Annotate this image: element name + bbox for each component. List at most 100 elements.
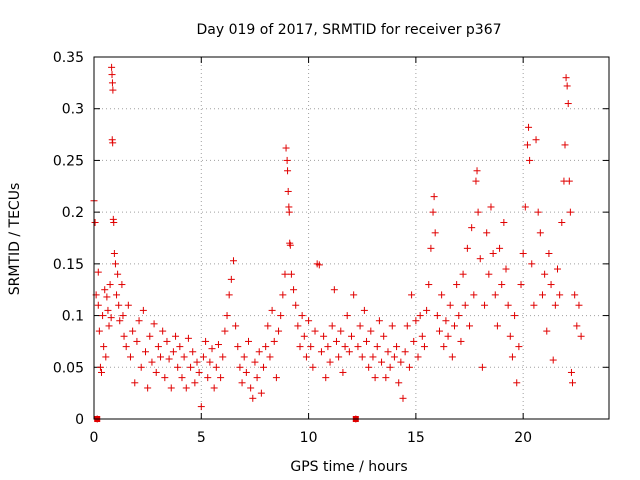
data-point <box>375 317 383 325</box>
x-tick-label: 5 <box>197 430 206 446</box>
data-point <box>236 363 244 371</box>
data-point <box>538 291 546 299</box>
data-point <box>110 218 118 226</box>
data-point <box>365 363 373 371</box>
data-point <box>558 218 566 226</box>
data-point <box>180 353 188 361</box>
data-point <box>234 343 242 351</box>
data-point <box>174 363 182 371</box>
data-point <box>448 353 456 361</box>
data-point <box>189 348 197 356</box>
data-point <box>94 268 102 276</box>
data-point <box>363 337 371 345</box>
x-tick-label: 20 <box>514 430 532 446</box>
data-point <box>563 82 571 90</box>
data-point <box>104 306 112 314</box>
data-point <box>102 353 110 361</box>
data-point <box>311 327 319 335</box>
data-point <box>322 374 330 382</box>
data-point <box>500 218 508 226</box>
data-point <box>412 317 420 325</box>
x-axis-label: GPS time / hours <box>290 459 407 475</box>
data-point <box>159 327 167 335</box>
data-point <box>517 281 525 289</box>
data-point <box>523 141 531 149</box>
data-point <box>116 317 124 325</box>
data-point <box>332 337 340 345</box>
data-point <box>187 363 195 371</box>
data-point <box>255 348 263 356</box>
data-point <box>410 337 418 345</box>
data-point <box>403 322 411 330</box>
data-point <box>399 394 407 402</box>
y-tick-label: 0.15 <box>53 257 84 273</box>
data-point <box>414 353 422 361</box>
data-point <box>328 322 336 330</box>
data-point <box>111 260 119 268</box>
data-point <box>341 343 349 351</box>
y-tick-label: 0.3 <box>62 102 84 118</box>
data-point <box>135 317 143 325</box>
data-point <box>232 322 240 330</box>
y-tick-label: 0.1 <box>62 309 84 325</box>
data-point <box>298 312 306 320</box>
data-point <box>245 337 252 345</box>
data-point <box>191 379 199 387</box>
data-point <box>566 208 574 216</box>
data-point <box>302 353 310 361</box>
data-point <box>393 343 401 351</box>
data-point <box>360 306 368 314</box>
y-axis-label: SRMTID / TECUs <box>7 183 23 296</box>
data-point <box>296 343 304 351</box>
data-point <box>429 208 437 216</box>
data-point <box>569 379 577 387</box>
data-point <box>208 345 216 353</box>
data-point <box>287 270 295 278</box>
data-point <box>172 332 180 340</box>
data-point <box>103 293 111 301</box>
data-point <box>317 348 325 356</box>
data-point <box>108 71 116 79</box>
data-point <box>277 312 285 320</box>
x-tick-label: 0 <box>90 430 99 446</box>
data-point <box>337 327 345 335</box>
data-point <box>473 167 481 175</box>
data-point <box>543 327 551 335</box>
data-point <box>307 343 315 351</box>
data-point <box>485 270 493 278</box>
data-point <box>178 374 186 382</box>
data-point <box>330 286 338 294</box>
data-point <box>115 301 123 309</box>
data-point <box>526 156 534 164</box>
data-point <box>118 281 126 289</box>
data-point <box>575 301 583 309</box>
data-point <box>286 241 294 249</box>
data-point <box>309 363 317 371</box>
data-point <box>489 250 497 258</box>
data-point <box>281 270 289 278</box>
data-point <box>124 301 132 309</box>
data-point <box>253 374 261 382</box>
data-point <box>532 136 540 144</box>
data-point <box>350 291 358 299</box>
data-point <box>513 379 521 387</box>
data-point <box>472 177 480 185</box>
data-point <box>418 332 426 340</box>
data-point <box>466 322 474 330</box>
data-point <box>157 353 165 361</box>
data-point <box>470 291 478 299</box>
data-point <box>282 144 290 152</box>
data-point <box>541 270 549 278</box>
data-point <box>335 353 343 361</box>
y-tick-label: 0.2 <box>62 205 84 221</box>
data-point <box>285 208 293 216</box>
data-point <box>446 301 454 309</box>
data-point <box>451 322 458 330</box>
data-point <box>556 291 564 299</box>
data-point <box>430 193 438 201</box>
data-point <box>423 306 431 314</box>
data-point <box>150 320 158 328</box>
data-point <box>133 337 141 345</box>
data-point <box>549 356 557 364</box>
data-point <box>242 368 250 376</box>
